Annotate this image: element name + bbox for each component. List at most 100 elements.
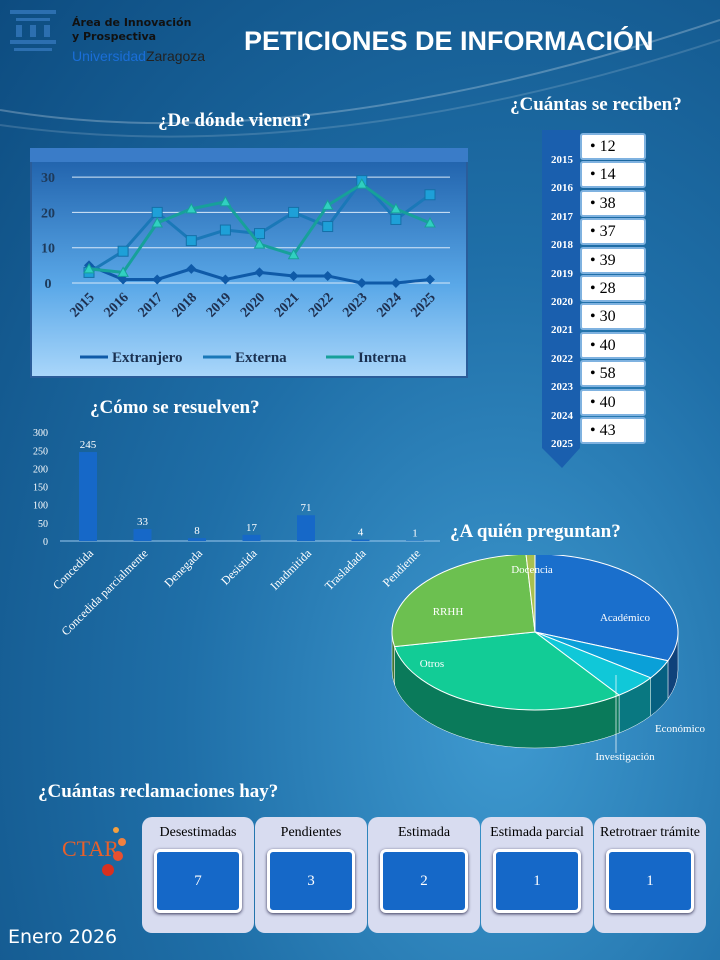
claim-card: Retrotraer trámite 1: [594, 817, 706, 933]
claim-label: Estimada parcial: [490, 825, 584, 840]
x-tick-label: 2018: [170, 290, 200, 320]
bullet: •: [590, 393, 600, 411]
bar-value-label: 33: [137, 516, 149, 528]
data-point: [83, 262, 95, 274]
claim-card: Estimada parcial 1: [481, 817, 593, 933]
pie-slice: [525, 555, 536, 633]
bullet: •: [590, 422, 600, 439]
count-box: • 12: [580, 133, 646, 160]
x-tick-label: 2021: [272, 290, 302, 320]
year-label: 2022: [551, 352, 573, 365]
org-line2: y Prospectiva: [72, 30, 157, 43]
section-title-claims: ¿Cuántas reclamaciones hay?: [38, 781, 279, 802]
bullet: •: [590, 336, 600, 354]
data-point: [288, 206, 300, 218]
bar-value-label: 245: [80, 439, 97, 451]
count-value: 28: [599, 280, 616, 297]
bullet: •: [590, 280, 600, 297]
count-value: 40: [599, 393, 616, 411]
claim-label: Retrotraer trámite: [600, 825, 700, 840]
pie-label: Económico: [655, 723, 706, 735]
data-point: [117, 266, 129, 277]
legend-label: Extranjero: [112, 350, 183, 366]
bar: [242, 534, 261, 541]
year-label: 2023: [551, 381, 573, 394]
bar-value-label: 8: [194, 525, 200, 537]
section-title-received: ¿Cuántas se reciben?: [510, 94, 682, 115]
count-value: 37: [599, 223, 616, 241]
x-tick-label: Inadmitida: [267, 546, 314, 593]
data-point: [390, 213, 402, 225]
page-title: PETICIONES DE INFORMACIÓN: [244, 26, 654, 56]
count-value: 38: [599, 194, 616, 212]
y-tick-label: 100: [33, 501, 48, 512]
y-tick-label: 300: [33, 428, 48, 439]
count-box: • 43: [580, 417, 646, 444]
pie-label: Docencia: [511, 564, 553, 576]
pie-slice: [393, 631, 621, 711]
bullet: •: [590, 166, 600, 184]
y-tick-label: 0: [45, 277, 52, 292]
org-name: Área de Innovación y Prospectiva: [72, 16, 191, 44]
x-tick-label: Denegada: [161, 546, 205, 590]
bar-chart: 050100150200250300245Concedida33Concedid…: [33, 428, 440, 638]
count-box: • 14: [580, 161, 646, 189]
count-box: • 37: [580, 218, 646, 246]
year-label: 2016: [551, 182, 573, 195]
section-title-origin: ¿De dónde vienen?: [158, 110, 312, 131]
claim-label: Estimada: [397, 825, 451, 840]
x-tick-label: 2024: [374, 290, 404, 320]
count-box: • 58: [580, 360, 646, 388]
series-line-externa: [88, 178, 431, 274]
count-box: • 30: [580, 303, 646, 331]
count-value: 14: [599, 166, 616, 184]
bar-value-label: 71: [301, 502, 312, 514]
svg-text:CTAR: CTAR: [62, 836, 119, 861]
data-point: [253, 238, 266, 249]
y-tick-label: 50: [38, 519, 48, 530]
legend-label: Interna: [358, 350, 407, 366]
claim-label: Pendientes: [280, 825, 342, 840]
footer-date: Enero 2026: [8, 926, 118, 948]
data-point: [152, 274, 163, 285]
x-tick-label: 2016: [102, 290, 132, 320]
decor-swooshes: [0, 19, 720, 138]
claim-label: Desestimadas: [159, 825, 237, 840]
data-point: [424, 216, 436, 228]
data-point: [186, 263, 197, 274]
data-point: [390, 202, 402, 214]
data-point: [322, 270, 333, 281]
year-label: 2025: [551, 438, 573, 450]
claim-card: Estimada 2: [368, 817, 480, 933]
bullet: •: [590, 365, 600, 383]
claim-value: 1: [493, 849, 581, 913]
bar: [79, 452, 97, 541]
y-tick-label: 200: [33, 464, 48, 475]
year-label: 2024: [551, 409, 573, 422]
bullet: •: [590, 223, 600, 241]
data-point: [220, 274, 231, 285]
data-point: [287, 248, 300, 260]
data-point: [424, 189, 436, 201]
data-point: [185, 202, 198, 214]
pie-label: Otros: [420, 658, 444, 670]
data-point: [321, 199, 334, 210]
data-point: [254, 228, 265, 240]
section-title-resolved: ¿Cómo se resuelven?: [90, 397, 260, 418]
university-logo-icon: [10, 10, 56, 51]
bullet: •: [590, 308, 600, 326]
count-value: 58: [599, 365, 616, 383]
x-tick-label: 2020: [238, 290, 268, 320]
bullet: •: [590, 194, 600, 212]
data-point: [288, 270, 299, 281]
bullet: •: [590, 251, 600, 269]
x-tick-label: 2022: [306, 290, 336, 320]
bar: [188, 538, 206, 541]
x-tick-label: 2017: [136, 290, 166, 320]
count-value: 43: [599, 422, 616, 439]
count-value: 12: [599, 138, 616, 155]
count-box: • 40: [580, 388, 646, 416]
pie-label: Investigación: [595, 751, 655, 763]
data-point: [219, 224, 231, 236]
bar-value-label: 4: [358, 527, 364, 539]
